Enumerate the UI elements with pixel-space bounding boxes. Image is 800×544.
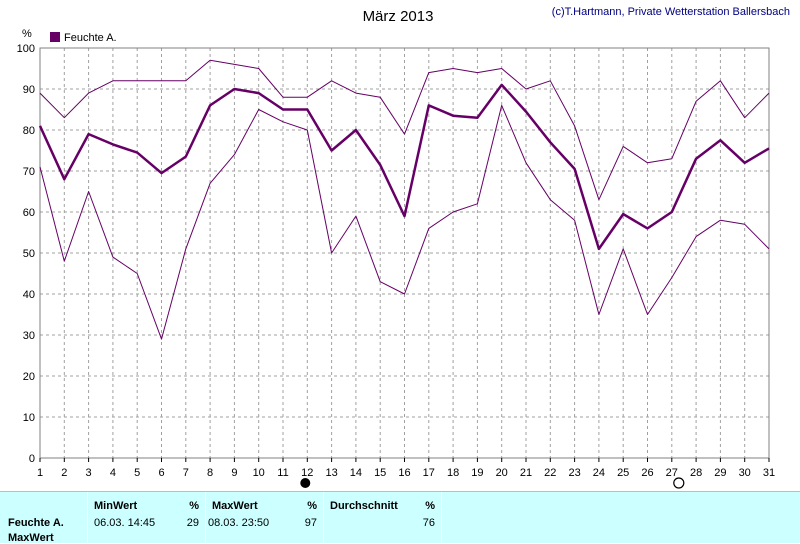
max-time: 08.03. 23:50: [208, 517, 270, 529]
x-tick-label: 5: [134, 467, 140, 479]
stats-avg-column: Durchschnitt % 76: [324, 492, 442, 544]
credit-text: (c)T.Hartmann, Private Wetterstation Bal…: [552, 6, 790, 18]
x-tick-label: 22: [544, 467, 556, 479]
min-header: MinWert: [94, 500, 138, 512]
stats-row-label: Feuchte A.: [8, 517, 64, 529]
min-time: 06.03. 14:45: [94, 517, 156, 529]
y-tick-label: 70: [23, 166, 35, 178]
x-tick-label: 15: [374, 467, 386, 479]
x-tick-label: 25: [617, 467, 629, 479]
x-tick-label: 17: [423, 467, 435, 479]
x-tick-label: 11: [277, 467, 288, 479]
legend-swatch: [50, 32, 60, 42]
x-tick-label: 21: [520, 467, 532, 479]
x-tick-label: 3: [86, 467, 92, 479]
min-value: 29: [186, 517, 199, 529]
x-tick-label: 18: [447, 467, 459, 479]
legend-label: Feuchte A.: [64, 32, 117, 44]
x-tick-label: 12: [301, 467, 313, 479]
x-tick-label: 29: [714, 467, 726, 479]
x-tick-label: 13: [325, 467, 337, 479]
humidity-chart: März 2013 (c)T.Hartmann, Private Wetters…: [17, 6, 790, 489]
stats-min-column: MinWert % 06.03. 14:45 29: [88, 492, 206, 544]
x-tick-label: 9: [231, 467, 237, 479]
x-tick-label: 16: [398, 467, 410, 479]
stats-row2-label: MaxWert: [8, 532, 54, 544]
y-tick-label: 0: [29, 453, 35, 465]
x-tick-label: 23: [568, 467, 580, 479]
x-tick-label: 30: [739, 467, 751, 479]
series-line-min: [39, 104, 770, 340]
y-tick-label: 30: [23, 330, 35, 342]
y-tick-label: 40: [23, 289, 35, 301]
x-tick-label: 19: [471, 467, 483, 479]
series-line-max: [39, 59, 770, 201]
avg-unit: %: [425, 500, 435, 512]
x-tick-label: 7: [183, 467, 189, 479]
y-tick-label: 20: [23, 371, 35, 383]
x-tick-label: 6: [158, 467, 164, 479]
max-value: 97: [304, 517, 317, 529]
x-tick-label: 28: [690, 467, 702, 479]
x-tick-label: 4: [110, 467, 116, 479]
new-moon-icon: [673, 477, 685, 489]
y-tick-label: 80: [23, 125, 35, 137]
stats-panel: Feuchte A. MaxWert MinWert % 06.03. 14:4…: [0, 491, 800, 544]
avg-header: Durchschnitt: [330, 500, 398, 512]
max-unit: %: [307, 500, 317, 512]
x-tick-label: 20: [496, 467, 508, 479]
x-tick-label: 27: [666, 467, 678, 479]
stats-max-column: MaxWert % 08.03. 23:50 97: [206, 492, 324, 544]
y-tick-label: 50: [23, 248, 35, 260]
x-tick-label: 8: [207, 467, 213, 479]
x-tick-label: 2: [61, 467, 67, 479]
x-tick-label: 14: [350, 467, 362, 479]
series-line-mean: [38, 83, 770, 251]
x-tick-label: 31: [763, 467, 775, 479]
full-moon-icon: [300, 478, 311, 488]
x-tick-label: 10: [253, 467, 265, 479]
avg-value: 76: [422, 517, 435, 529]
y-axis-unit: %: [22, 28, 32, 40]
y-tick-label: 60: [23, 207, 35, 219]
chart-title: März 2013: [363, 8, 434, 25]
y-tick-label: 90: [23, 84, 35, 96]
y-tick-label: 10: [23, 412, 35, 424]
x-tick-label: 24: [593, 467, 605, 479]
y-tick-label: 100: [17, 43, 35, 55]
x-tick-label: 26: [641, 467, 653, 479]
stats-label-column: Feuchte A. MaxWert: [0, 492, 88, 544]
min-unit: %: [189, 500, 199, 512]
x-tick-label: 1: [37, 467, 43, 479]
max-header: MaxWert: [212, 500, 258, 512]
